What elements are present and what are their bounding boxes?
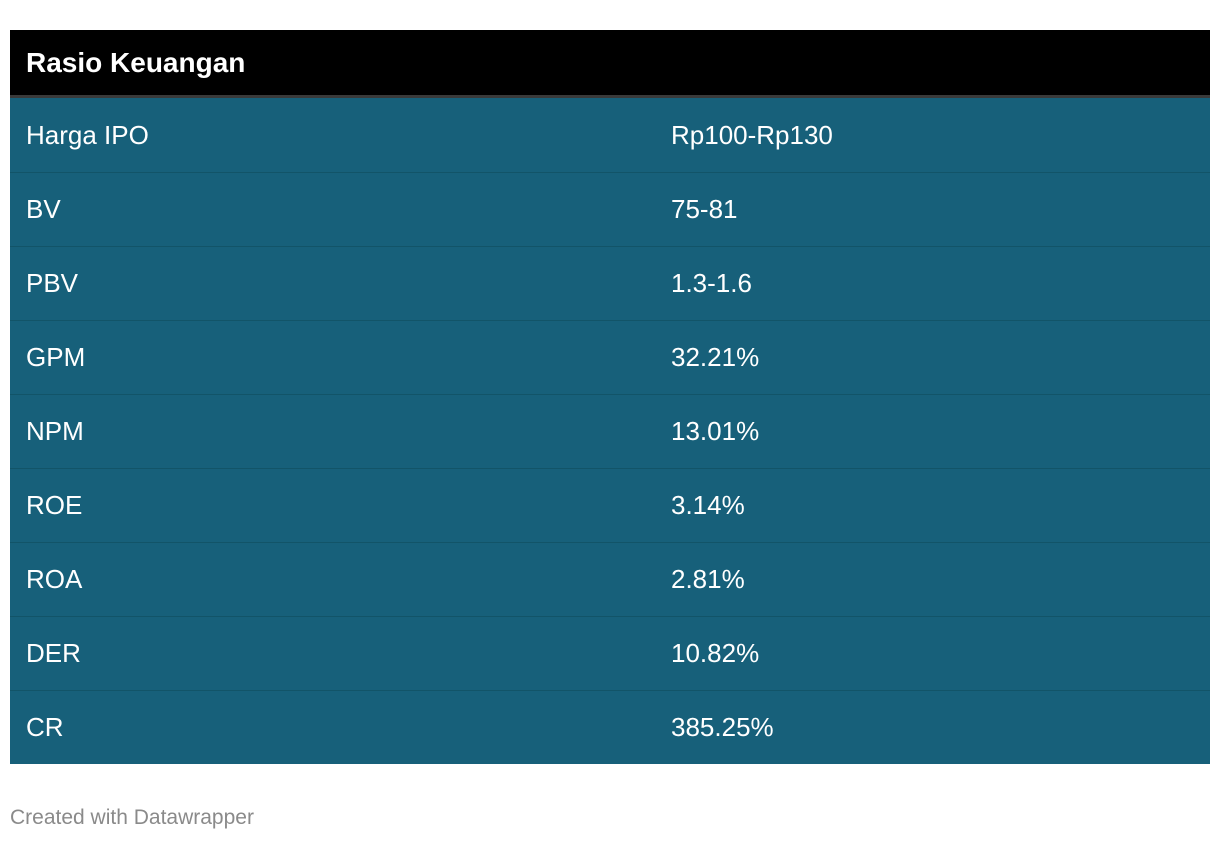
- row-value: 32.21%: [671, 342, 760, 372]
- row-value: 385.25%: [671, 712, 774, 742]
- table-title: Rasio Keuangan: [10, 30, 1210, 98]
- ratio-table: Rasio Keuangan Harga IPO Rp100-Rp130 BV …: [10, 30, 1210, 764]
- row-label: DER: [26, 638, 81, 668]
- table-row: GPM 32.21%: [10, 320, 1210, 394]
- row-value: 13.01%: [671, 416, 760, 446]
- row-value: 3.14%: [671, 490, 745, 520]
- row-label: CR: [26, 712, 64, 742]
- row-value: Rp100-Rp130: [671, 119, 833, 150]
- table-row: Harga IPO Rp100-Rp130: [10, 98, 1210, 172]
- row-value: 10.82%: [671, 638, 760, 668]
- row-label: ROA: [26, 564, 83, 594]
- table-row: ROA 2.81%: [10, 542, 1210, 616]
- table-row: ROE 3.14%: [10, 468, 1210, 542]
- table-row: BV 75-81: [10, 172, 1210, 246]
- table-row: DER 10.82%: [10, 616, 1210, 690]
- row-label: BV: [26, 194, 61, 224]
- row-value: 1.3-1.6: [671, 268, 752, 298]
- row-label: ROE: [26, 490, 83, 520]
- table-row: NPM 13.01%: [10, 394, 1210, 468]
- row-value: 2.81%: [671, 564, 745, 594]
- row-label: PBV: [26, 268, 79, 298]
- table-row: CR 385.25%: [10, 690, 1210, 764]
- datawrapper-credit: Created with Datawrapper: [10, 806, 254, 829]
- table-body: Harga IPO Rp100-Rp130 BV 75-81 PBV 1.3-1…: [10, 98, 1210, 764]
- row-label: GPM: [26, 342, 86, 372]
- row-value: 75-81: [671, 194, 738, 224]
- row-label: NPM: [26, 416, 84, 446]
- table-row: PBV 1.3-1.6: [10, 246, 1210, 320]
- row-label: Harga IPO: [26, 119, 149, 150]
